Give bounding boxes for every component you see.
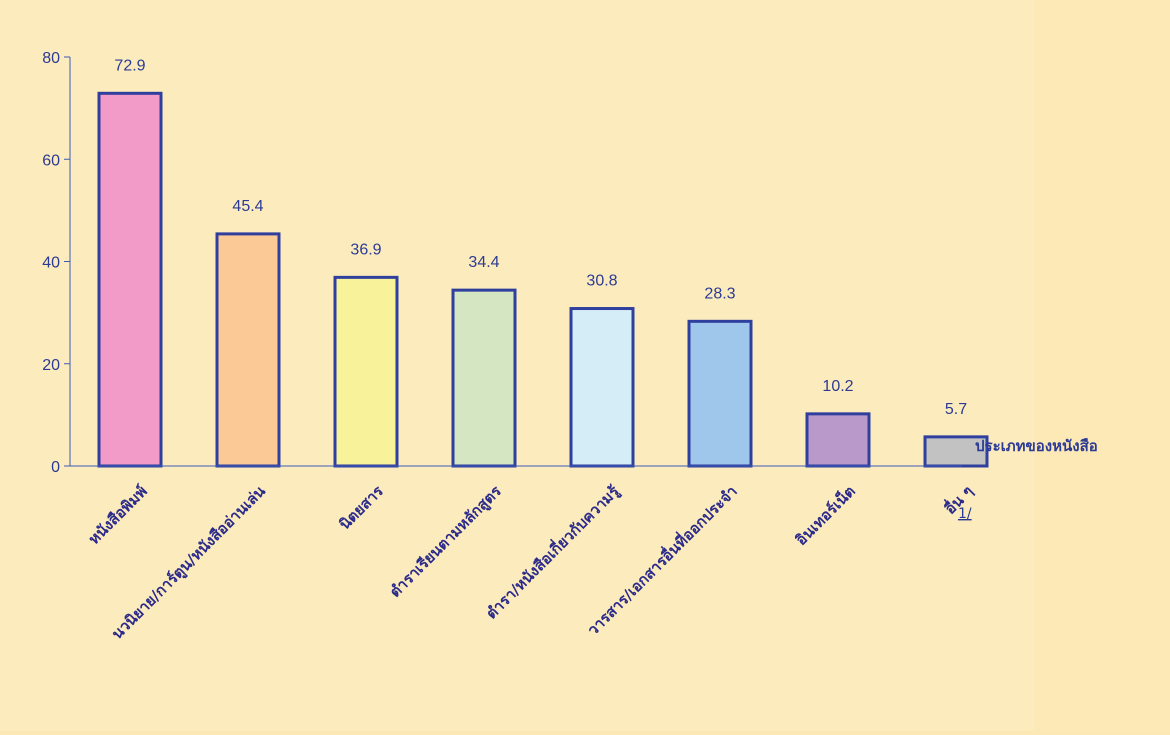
bar: [333, 275, 399, 468]
y-tick-label: 0: [51, 459, 60, 476]
y-tick-label: 40: [42, 255, 60, 272]
bar-value-label: 10.2: [822, 378, 853, 395]
bar-value-label: 45.4: [232, 198, 263, 215]
chart-background: [0, 0, 1035, 731]
y-axis: 0 20 40 60 80: [42, 50, 71, 476]
footnote-label: 1/: [958, 506, 972, 522]
bar-value-label: 28.3: [704, 285, 735, 302]
x-axis-title: ประเภทของหนังสือ: [975, 437, 1098, 455]
bar: [97, 91, 163, 468]
bar-value-label: 36.9: [350, 241, 381, 258]
bar-value-label: 30.8: [586, 273, 617, 290]
bar-value-label: 34.4: [468, 254, 499, 271]
bar-value-label: 5.7: [945, 401, 967, 418]
value-labels: 72.9 45.4 36.9 34.4 30.8 28.3 10.2 5.7: [114, 57, 967, 418]
bar: [451, 288, 517, 468]
bar: [215, 232, 281, 468]
y-tick-label: 60: [42, 152, 60, 169]
bar-value-label: 72.9: [114, 57, 145, 74]
right-background: [1035, 0, 1170, 731]
bar: [687, 319, 753, 468]
bars: [97, 91, 989, 468]
bar: [569, 307, 635, 468]
y-tick-label: 20: [42, 357, 60, 374]
bar: [805, 412, 871, 468]
y-tick-label: 80: [42, 50, 60, 67]
